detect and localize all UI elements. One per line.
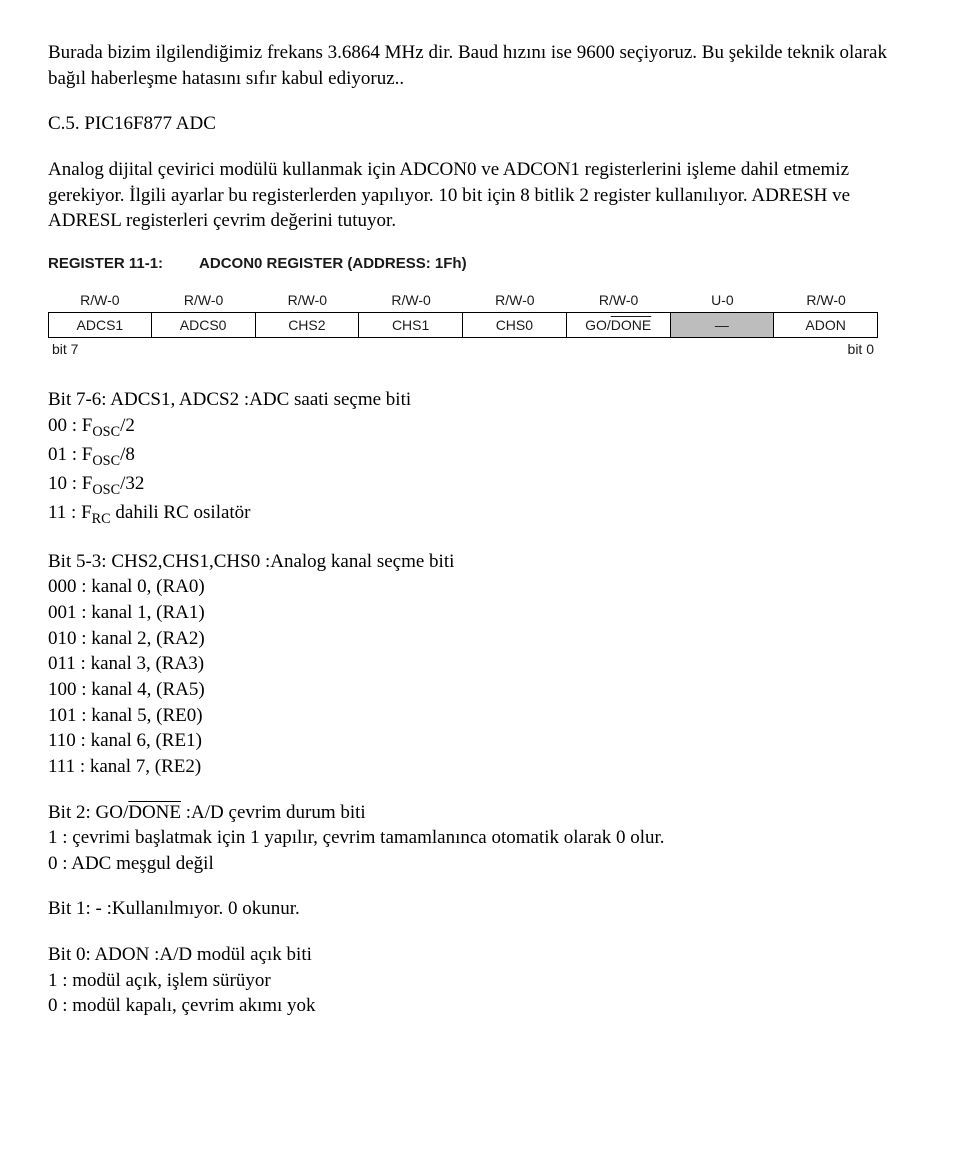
bit-5-3-rows: 000 : kanal 0, (RA0) 001 : kanal 1, (RA1)… (48, 576, 205, 776)
bit-name-cell: CHS0 (463, 312, 567, 338)
bit76-l1a: 00 : F (48, 415, 92, 436)
sub-osc: OSC (92, 423, 120, 439)
bit76-l4a: 11 : F (48, 502, 92, 523)
bit-5-3-row: 011 : kanal 3, (RA3) (48, 653, 204, 674)
bit76-l3a: 10 : F (48, 473, 92, 494)
register-bit-footer: bit 7 bit 0 (48, 340, 878, 359)
bit-2-head-pre: Bit 2: GO/ (48, 802, 128, 823)
bit-column: U-0— (671, 292, 775, 338)
bit-5-3-row: 001 : kanal 1, (RA1) (48, 602, 205, 623)
bit-name-cell: GO/DONE (567, 312, 671, 338)
register-label: REGISTER 11-1: (48, 254, 163, 274)
bit-rw-label: R/W-0 (806, 292, 845, 312)
bit-name-cell: CHS1 (359, 312, 463, 338)
register-title: ADCON0 REGISTER (ADDRESS: 1Fh) (199, 254, 467, 274)
bit-1-block: Bit 1: - :Kullanılmıyor. 0 okunur. (48, 896, 912, 922)
bit-column: R/W-0CHS0 (463, 292, 567, 338)
bit-5-3-row: 100 : kanal 4, (RA5) (48, 679, 205, 700)
bit-name-cell: — (671, 312, 775, 338)
bit-column: R/W-0ADON (774, 292, 878, 338)
bit-2-head-over: DONE (128, 802, 181, 823)
bit-0-line-2: 0 : modül kapalı, çevrim akımı yok (48, 995, 316, 1016)
section-heading: C.5. PIC16F877 ADC (48, 111, 912, 137)
bit-2-line-1: 1 : çevrimi başlatmak için 1 yapılır, çe… (48, 827, 665, 848)
bit-footer-left: bit 7 (48, 340, 78, 359)
bit-rw-label: R/W-0 (599, 292, 638, 312)
bit-column: R/W-0ADCS0 (152, 292, 256, 338)
bit-1-head: Bit 1: - :Kullanılmıyor. 0 okunur. (48, 898, 300, 919)
sub-osc: OSC (92, 452, 120, 468)
bit-5-3-row: 101 : kanal 5, (RE0) (48, 705, 203, 726)
bit76-l2b: /8 (120, 444, 135, 465)
bit-2-line-2: 0 : ADC meşgul değil (48, 853, 214, 874)
bit76-l2a: 01 : F (48, 444, 92, 465)
bit-rw-label: R/W-0 (80, 292, 119, 312)
bit-rw-label: R/W-0 (288, 292, 327, 312)
bit-2-head-post: :A/D çevrim durum biti (181, 802, 366, 823)
bit-rw-label: R/W-0 (495, 292, 534, 312)
bit-column: R/W-0ADCS1 (48, 292, 152, 338)
bit76-l4b: dahili RC osilatör (111, 502, 251, 523)
bit-name-cell: ADON (774, 312, 878, 338)
bit-5-3-row: 000 : kanal 0, (RA0) (48, 576, 205, 597)
sub-rc: RC (92, 511, 111, 527)
bit-5-3-row: 110 : kanal 6, (RE1) (48, 730, 202, 751)
register-bit-table: R/W-0ADCS1R/W-0ADCS0R/W-0CHS2R/W-0CHS1R/… (48, 292, 878, 338)
bit-5-3-block: Bit 5-3: CHS2,CHS1,CHS0 :Analog kanal se… (48, 549, 912, 780)
bit-2-block: Bit 2: GO/DONE :A/D çevrim durum biti 1 … (48, 800, 912, 877)
bit-0-line-1: 1 : modül açık, işlem sürüyor (48, 970, 271, 991)
bit-name-cell: ADCS1 (48, 312, 152, 338)
bit-rw-label: R/W-0 (391, 292, 430, 312)
bit-rw-label: R/W-0 (184, 292, 223, 312)
intro-paragraph: Burada bizim ilgilendiğimiz frekans 3.68… (48, 40, 912, 91)
bit-0-head: Bit 0: ADON :A/D modül açık biti (48, 944, 312, 965)
bit-7-6-block: Bit 7-6: ADCS1, ADCS2 :ADC saati seçme b… (48, 387, 912, 529)
bit-5-3-row: 010 : kanal 2, (RA2) (48, 628, 205, 649)
bit-5-3-head: Bit 5-3: CHS2,CHS1,CHS0 :Analog kanal se… (48, 551, 454, 572)
register-header: REGISTER 11-1: ADCON0 REGISTER (ADDRESS:… (48, 254, 878, 274)
bit-5-3-row: 111 : kanal 7, (RE2) (48, 756, 201, 777)
bit-name-cell: CHS2 (256, 312, 360, 338)
bit-column: R/W-0CHS2 (256, 292, 360, 338)
bit-rw-label: U-0 (711, 292, 734, 312)
bit-column: R/W-0CHS1 (359, 292, 463, 338)
sub-osc: OSC (92, 481, 120, 497)
bit76-l1b: /2 (120, 415, 135, 436)
register-figure: REGISTER 11-1: ADCON0 REGISTER (ADDRESS:… (48, 254, 878, 359)
bit-column: R/W-0GO/DONE (567, 292, 671, 338)
bit-0-block: Bit 0: ADON :A/D modül açık biti 1 : mod… (48, 942, 912, 1019)
section-body: Analog dijital çevirici modülü kullanmak… (48, 157, 912, 234)
bit-footer-right: bit 0 (848, 340, 878, 359)
bit-7-6-head: Bit 7-6: ADCS1, ADCS2 :ADC saati seçme b… (48, 389, 411, 410)
bit-name-cell: ADCS0 (152, 312, 256, 338)
bit76-l3b: /32 (120, 473, 144, 494)
